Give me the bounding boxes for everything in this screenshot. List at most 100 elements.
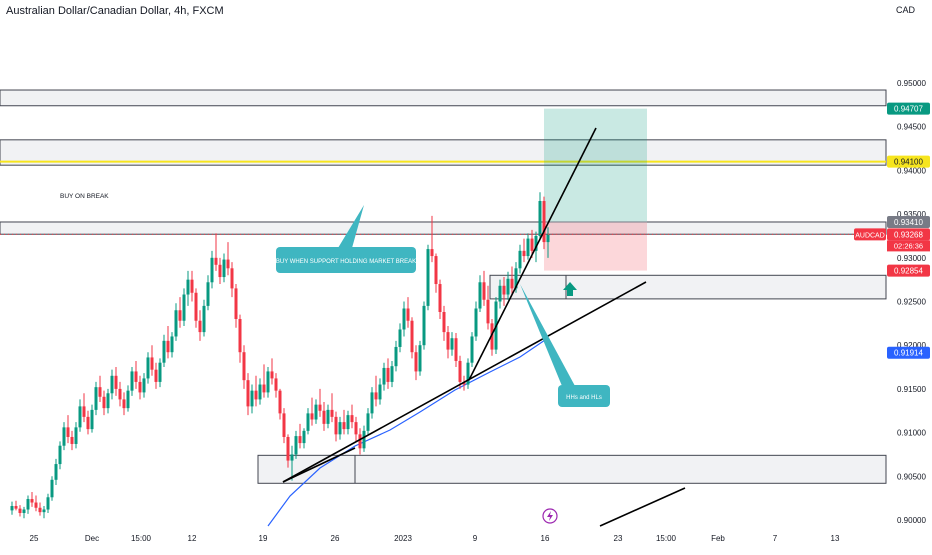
moving-average-line: [267, 337, 549, 527]
candle-body: [178, 310, 182, 321]
candle-body: [306, 413, 310, 431]
candle-body: [166, 340, 170, 353]
candle-body: [114, 375, 118, 389]
price-label-box: [887, 346, 930, 359]
price-label-box: [887, 215, 930, 228]
candle-body: [210, 257, 214, 283]
x-tick-label: 25: [30, 534, 39, 543]
candle-body: [254, 390, 258, 400]
candle-body: [22, 509, 26, 514]
candle-body: [286, 436, 290, 461]
candle-body: [106, 393, 110, 409]
lightning-bolt: [547, 511, 553, 521]
candle-body: [142, 378, 146, 393]
candle-body: [426, 249, 430, 306]
price-label-box: [887, 264, 930, 277]
candle-body: [378, 384, 382, 400]
trend-line: [468, 127, 597, 381]
candle-body: [382, 367, 386, 385]
candle-body: [350, 415, 354, 423]
candle-body: [398, 329, 402, 347]
y-tick-label: 0.92000: [897, 341, 926, 350]
symbol-tag: AUDCAD: [855, 232, 885, 239]
candle-body: [26, 499, 30, 510]
candle-body: [490, 323, 494, 350]
candle-body: [458, 360, 462, 382]
candle-body: [410, 320, 414, 353]
candle-body: [450, 338, 454, 350]
candle-body: [138, 381, 142, 393]
candle-body: [174, 310, 178, 337]
callout-box: [276, 247, 416, 273]
candle-body: [302, 430, 306, 444]
price-label: 0.91914: [894, 349, 923, 358]
candle-body: [422, 305, 426, 346]
countdown-label: 02:26:36: [894, 241, 923, 250]
candle-body: [334, 416, 338, 435]
x-tick-label: 16: [541, 534, 550, 543]
candle-body: [530, 238, 534, 251]
candle-body: [54, 464, 58, 480]
candle-body: [322, 410, 326, 424]
candle-body: [170, 336, 174, 353]
currency-label: CAD: [896, 5, 916, 15]
candle-body: [462, 381, 466, 385]
candle-body: [478, 282, 482, 309]
x-tick-label: Feb: [711, 534, 725, 543]
candle-body: [30, 499, 34, 503]
x-tick-label: Dec: [85, 534, 99, 543]
candle-body: [470, 336, 474, 363]
candle-body: [522, 250, 526, 257]
y-tick-label: 0.93500: [897, 210, 926, 219]
candle-body: [14, 506, 18, 509]
candle-body: [430, 249, 434, 257]
candle-body: [402, 308, 406, 330]
callout-pointer: [338, 205, 364, 248]
candle-body: [506, 278, 510, 295]
candle-body: [282, 413, 286, 437]
x-tick-label: 9: [473, 534, 478, 543]
candle-body: [110, 375, 114, 394]
price-label: 0.94707: [894, 105, 923, 114]
candle-body: [266, 371, 270, 393]
take-profit-zone: [544, 108, 647, 222]
zone-box: [489, 274, 887, 300]
candle-body: [86, 416, 90, 430]
candle-body: [394, 346, 398, 367]
candle-body: [202, 305, 206, 333]
candle-body: [330, 409, 334, 417]
candle-body: [126, 390, 130, 409]
candle-body: [230, 268, 234, 289]
candle-body: [278, 390, 282, 414]
candle-body: [74, 427, 78, 444]
candle-body: [62, 427, 66, 446]
candle-body: [218, 264, 222, 278]
candle-body: [122, 399, 126, 409]
candle-body: [298, 436, 302, 444]
candle-body: [34, 502, 38, 508]
y-tick-label: 0.90000: [897, 516, 926, 525]
candle-body: [262, 384, 266, 393]
candle-body: [190, 279, 194, 293]
candle-body: [214, 257, 218, 265]
candle-body: [418, 345, 422, 372]
candle-body: [482, 282, 486, 300]
candle-body: [154, 369, 158, 382]
candle-body: [270, 371, 274, 379]
candle-body: [150, 357, 154, 370]
candle-body: [42, 509, 46, 513]
trend-line: [282, 281, 647, 483]
candle-body: [242, 352, 246, 381]
price-label-box: [887, 102, 930, 115]
candle-body: [346, 415, 350, 430]
candle-body: [498, 285, 502, 302]
chart-title: Australian Dollar/Canadian Dollar, 4h, F…: [6, 5, 224, 17]
candle-body: [50, 479, 54, 498]
lightning-icon: [542, 508, 558, 524]
candle-body: [358, 434, 362, 449]
price-label: 0.94100: [894, 158, 923, 167]
y-tick-label: 0.90500: [897, 472, 926, 481]
candle-body: [390, 366, 394, 382]
